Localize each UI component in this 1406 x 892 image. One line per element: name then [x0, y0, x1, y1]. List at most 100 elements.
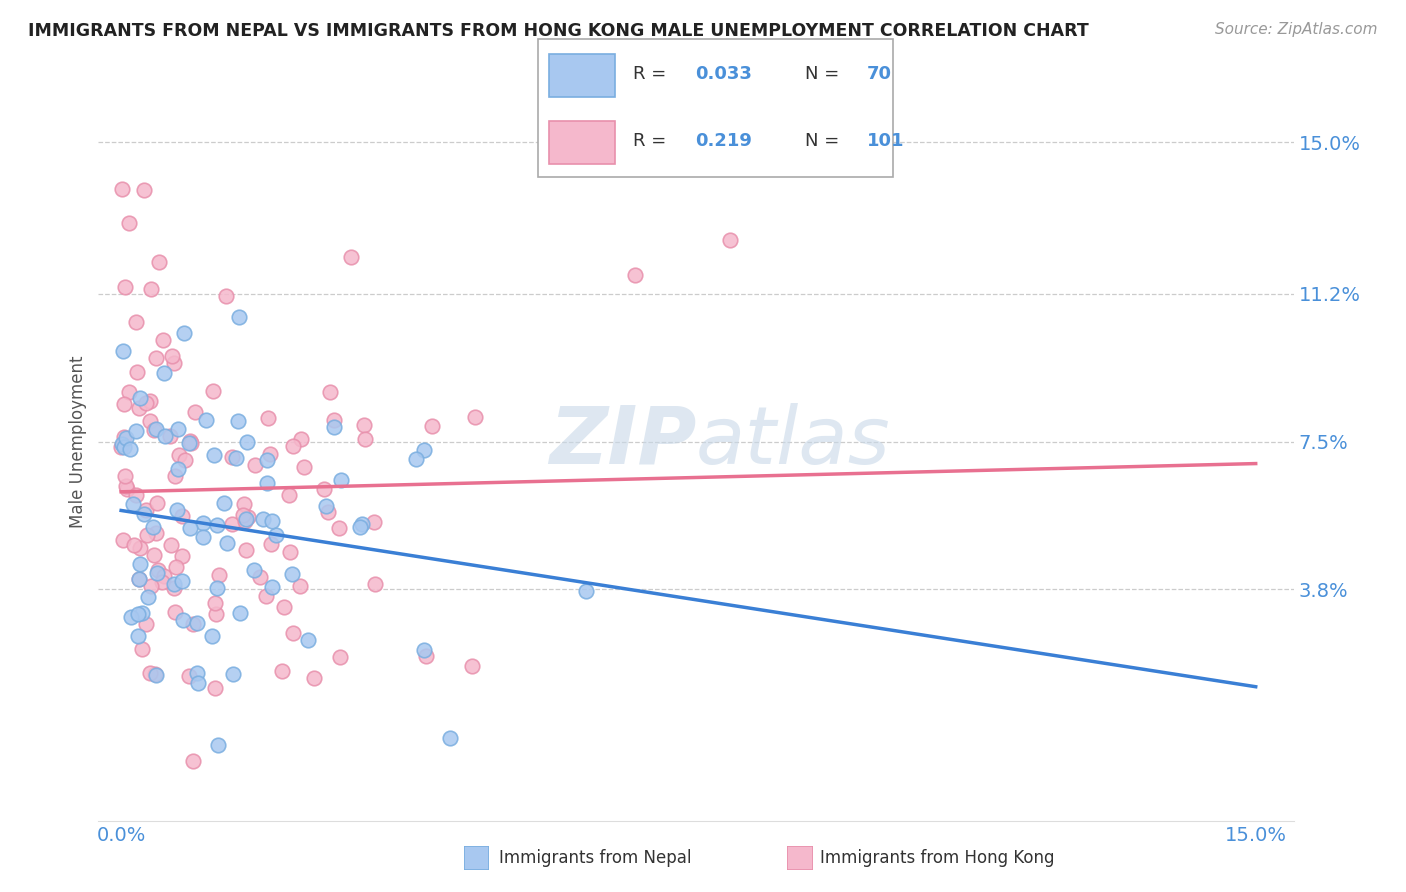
Point — [125, 315, 148, 329]
Point — [413, 443, 436, 458]
Point — [624, 268, 647, 282]
Point — [340, 251, 363, 265]
Point — [120, 609, 142, 624]
Point — [322, 419, 344, 434]
Point — [207, 518, 229, 533]
Point — [142, 423, 165, 437]
Point — [153, 367, 176, 381]
Point — [290, 578, 312, 592]
Point — [718, 233, 741, 247]
Point — [165, 605, 187, 619]
Text: Immigrants from Hong Kong: Immigrants from Hong Kong — [820, 849, 1054, 867]
Point — [114, 469, 136, 483]
FancyBboxPatch shape — [538, 38, 893, 177]
Point — [256, 453, 278, 467]
Point — [222, 667, 245, 681]
Point — [148, 564, 170, 578]
Point — [112, 440, 135, 454]
Point — [323, 413, 346, 427]
Point — [163, 577, 186, 591]
Point — [131, 606, 153, 620]
Point — [233, 514, 256, 528]
Point — [152, 333, 174, 347]
Point — [204, 448, 226, 462]
Point — [228, 310, 250, 324]
Point — [226, 414, 249, 428]
Text: 70: 70 — [868, 65, 891, 83]
Point — [439, 731, 461, 746]
Point — [215, 289, 238, 303]
Point — [125, 424, 148, 438]
Point — [281, 567, 304, 582]
Point — [112, 343, 135, 358]
Text: R =: R = — [633, 132, 666, 150]
Point — [142, 548, 165, 562]
Point — [225, 451, 247, 466]
Point — [461, 658, 484, 673]
Point — [139, 393, 162, 408]
Point — [181, 754, 204, 768]
Point — [292, 460, 315, 475]
Point — [139, 579, 162, 593]
Point — [260, 514, 283, 528]
Point — [260, 580, 283, 594]
Point — [221, 517, 243, 532]
Point — [364, 577, 387, 591]
Point — [264, 528, 287, 542]
Point — [142, 520, 165, 534]
Point — [170, 508, 193, 523]
Point — [181, 617, 204, 632]
Point — [128, 401, 150, 415]
Point — [145, 422, 167, 436]
Point — [235, 434, 257, 449]
Point — [160, 538, 183, 552]
Point — [167, 422, 190, 436]
Point — [205, 607, 228, 622]
Point — [145, 668, 167, 682]
Point — [170, 549, 193, 564]
Point — [186, 666, 208, 681]
Text: R =: R = — [633, 65, 666, 83]
Point — [115, 431, 138, 445]
Point — [350, 517, 373, 532]
Point — [111, 436, 134, 450]
Point — [249, 570, 271, 584]
Point — [167, 462, 190, 476]
Point — [201, 384, 224, 398]
Point — [290, 432, 312, 446]
Point — [173, 326, 195, 340]
Point — [363, 515, 385, 529]
Point — [174, 453, 197, 467]
Point — [271, 664, 294, 678]
Point — [195, 413, 218, 427]
Point — [420, 419, 443, 434]
Point — [328, 521, 350, 535]
Point — [329, 473, 352, 487]
Point — [278, 545, 301, 559]
Point — [297, 633, 319, 648]
Point — [112, 397, 135, 411]
Point — [110, 440, 132, 454]
Point — [159, 428, 181, 442]
Point — [127, 629, 149, 643]
Point — [180, 435, 202, 450]
Point — [112, 430, 135, 444]
Text: 0.033: 0.033 — [695, 65, 752, 83]
Point — [316, 505, 339, 519]
Point — [256, 411, 278, 425]
Point — [135, 616, 157, 631]
Point — [127, 607, 149, 622]
Point — [128, 572, 150, 586]
Point — [172, 613, 194, 627]
Point — [166, 503, 188, 517]
Point — [179, 521, 201, 535]
Point — [111, 181, 134, 195]
Point — [114, 479, 136, 493]
Text: N =: N = — [804, 132, 839, 150]
Point — [163, 469, 186, 483]
Point — [349, 520, 371, 534]
Point — [125, 365, 148, 379]
Text: atlas: atlas — [696, 402, 891, 481]
Point — [138, 665, 160, 680]
Point — [114, 279, 136, 293]
